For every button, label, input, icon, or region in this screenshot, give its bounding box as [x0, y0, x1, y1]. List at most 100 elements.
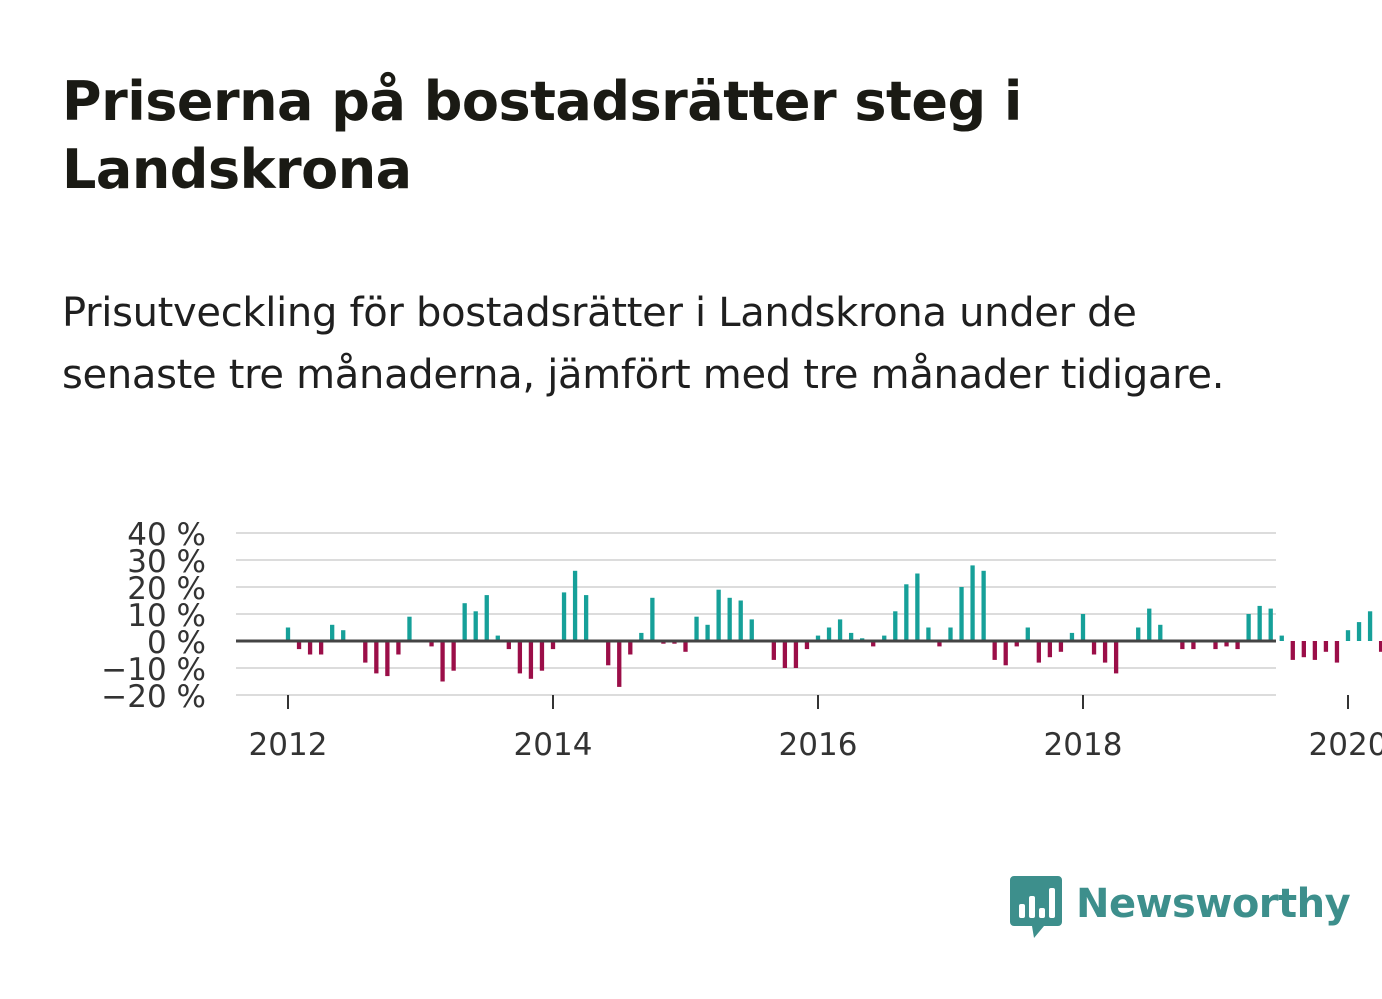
bar — [484, 595, 489, 641]
bar — [694, 616, 699, 641]
bar — [848, 632, 854, 641]
bar — [705, 624, 710, 641]
bar — [683, 641, 688, 652]
y-tick-label: −10 % — [101, 652, 206, 688]
bar — [1014, 641, 1019, 647]
bar — [517, 641, 523, 674]
bar-chart: −20 %−10 %0 %10 %20 %30 %40 % 2012 2014 201… — [101, 517, 1382, 763]
bar — [583, 595, 589, 641]
bar — [285, 627, 291, 641]
bar — [1191, 641, 1196, 650]
x-tick-label: 2020 — [1309, 727, 1382, 763]
bar — [1080, 614, 1086, 641]
bar — [385, 641, 390, 677]
bar — [1367, 611, 1373, 641]
bar — [1136, 627, 1141, 641]
x-tick-label: 2014 — [514, 727, 593, 763]
bar — [1224, 641, 1229, 647]
bar — [1323, 641, 1329, 652]
bar — [330, 624, 335, 641]
bar — [429, 641, 434, 647]
chart-subtitle: Prisutveckling för bostadsrätter i Lands… — [62, 290, 1225, 398]
y-tick-label: 30 % — [127, 544, 206, 580]
bar — [1058, 641, 1064, 652]
bar — [738, 600, 743, 641]
bar — [970, 565, 975, 641]
bar — [396, 641, 401, 655]
bar — [782, 641, 788, 668]
bar — [462, 603, 467, 641]
x-tick-label: 2016 — [779, 727, 858, 763]
bar — [1268, 608, 1273, 641]
bar — [893, 611, 898, 641]
bar — [1290, 641, 1295, 660]
newsworthy-logo-icon — [1010, 876, 1062, 938]
bar — [904, 584, 909, 641]
bar — [363, 641, 368, 663]
bar — [1025, 627, 1030, 641]
bar — [1036, 641, 1041, 663]
bar — [296, 641, 302, 650]
bar — [1378, 641, 1382, 652]
bar — [606, 641, 611, 666]
y-tick-label: 0 % — [147, 625, 206, 661]
bar — [374, 641, 379, 674]
bar — [937, 641, 942, 647]
bar — [1301, 641, 1306, 658]
bar — [639, 632, 644, 641]
bar — [539, 641, 545, 671]
bar — [771, 641, 776, 660]
bar — [318, 641, 324, 655]
bar — [495, 635, 500, 641]
y-tick-label: −20 % — [101, 679, 206, 715]
bar — [1356, 622, 1362, 641]
x-tick-label: 2012 — [249, 727, 328, 763]
gridlines — [236, 532, 1276, 696]
axis-labels: −20 %−10 %0 %10 %20 %30 %40 % 2012 2014 201… — [101, 517, 1382, 763]
bar — [528, 641, 534, 679]
newsworthy-logo: Newsworthy — [1010, 876, 1351, 940]
bar — [1213, 641, 1218, 650]
bar — [915, 573, 920, 641]
bar — [826, 627, 832, 641]
y-tick-label: 20 % — [127, 571, 206, 607]
bar — [440, 641, 445, 682]
bar — [1069, 632, 1075, 641]
bar — [1158, 624, 1163, 641]
bar — [1047, 641, 1053, 658]
brand-name: Newsworthy — [1076, 881, 1351, 927]
bar — [451, 641, 456, 671]
bar — [992, 641, 997, 660]
bar — [550, 641, 556, 650]
bar — [650, 597, 655, 641]
bar — [1147, 608, 1152, 641]
bar — [926, 627, 931, 641]
bars — [285, 565, 1382, 687]
bar — [1102, 641, 1108, 663]
bar — [804, 641, 810, 650]
bar — [837, 619, 843, 641]
bar — [793, 641, 799, 668]
bar — [749, 619, 754, 641]
bar — [1334, 641, 1340, 663]
bar — [948, 627, 953, 641]
bar — [572, 570, 578, 641]
bar — [959, 587, 964, 641]
chart-title: Priserna på bostadsrätter steg i Landskr… — [62, 70, 1022, 201]
bar — [1003, 641, 1008, 666]
bar — [473, 611, 478, 641]
bar — [561, 592, 567, 641]
bar — [882, 635, 887, 641]
bar — [307, 641, 313, 655]
bar — [1113, 641, 1119, 674]
bar — [716, 589, 721, 641]
bar — [1279, 635, 1284, 641]
bar — [1345, 630, 1351, 641]
bar — [1257, 605, 1262, 641]
y-tick-label: 40 % — [127, 517, 206, 553]
bar — [871, 641, 876, 647]
bar — [1312, 641, 1318, 660]
bar — [815, 635, 821, 641]
bar — [617, 641, 622, 687]
bar — [1180, 641, 1185, 650]
